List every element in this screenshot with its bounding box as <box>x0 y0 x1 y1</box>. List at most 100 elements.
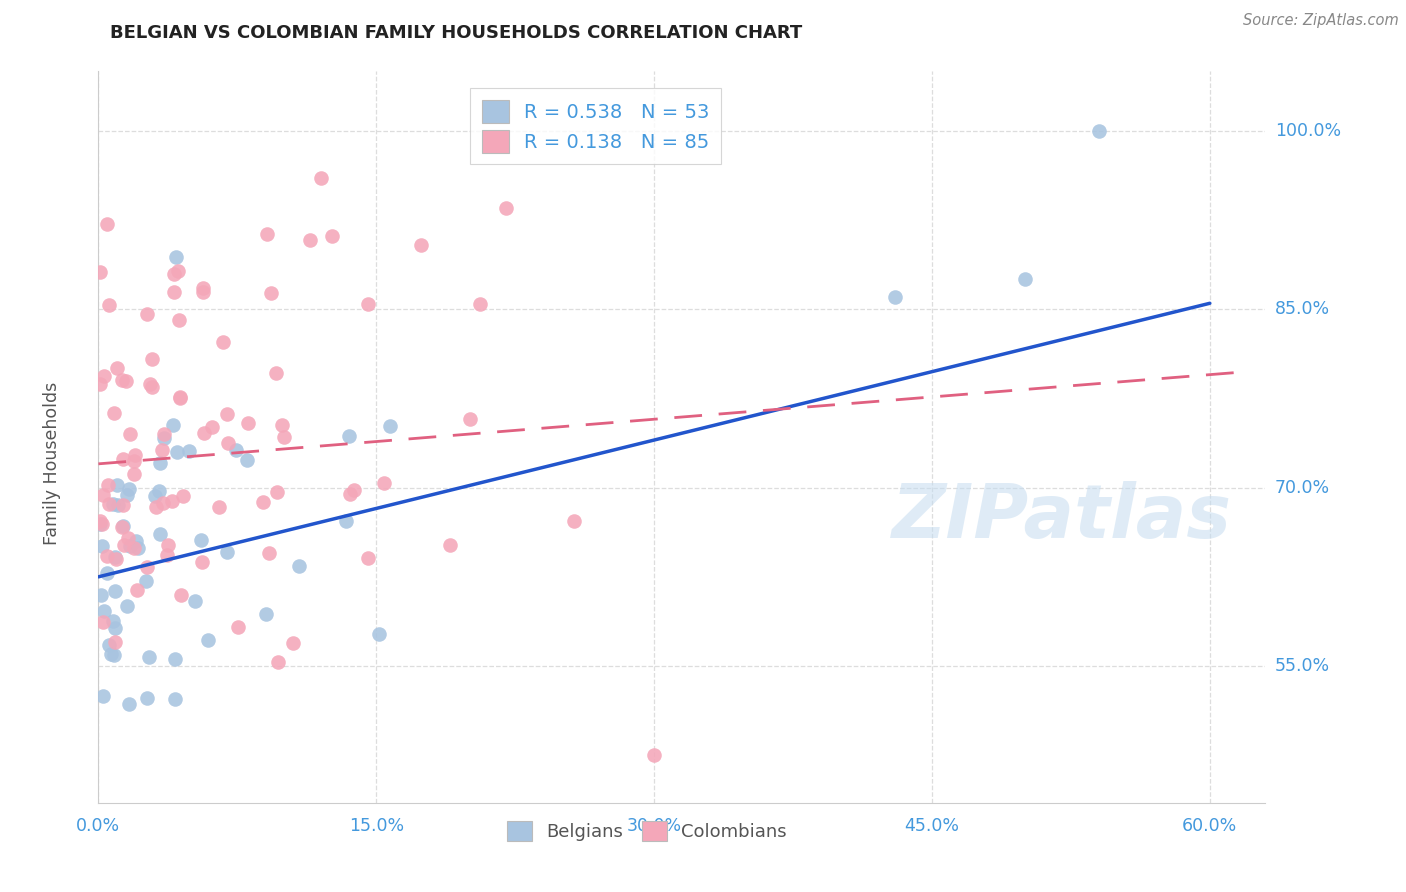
Point <box>156 538 179 552</box>
Text: 100.0%: 100.0% <box>1275 122 1341 140</box>
Point <box>125 534 148 549</box>
Text: 60.0%: 60.0% <box>1182 817 1237 835</box>
Point <box>135 559 157 574</box>
Point <box>124 449 146 463</box>
Point <box>643 748 665 763</box>
Point <box>337 429 360 443</box>
Point <box>96 549 118 563</box>
Point <box>135 691 157 706</box>
Point <box>190 555 212 569</box>
Text: 55.0%: 55.0% <box>1275 657 1330 675</box>
Point <box>135 307 157 321</box>
Point <box>169 390 191 404</box>
Point <box>1014 272 1036 286</box>
Point <box>167 264 190 278</box>
Point <box>93 369 115 384</box>
Point <box>91 539 114 553</box>
Point <box>215 407 238 421</box>
Point <box>163 267 186 281</box>
Legend: Belgians, Colombians: Belgians, Colombians <box>499 814 794 848</box>
Point <box>236 453 259 467</box>
Point <box>149 457 172 471</box>
Text: 15.0%: 15.0% <box>349 817 404 835</box>
Point <box>111 452 134 467</box>
Point <box>104 584 127 599</box>
Point <box>167 313 190 327</box>
Point <box>163 652 186 666</box>
Point <box>138 377 160 392</box>
Point <box>273 430 295 444</box>
Point <box>91 615 114 630</box>
Point <box>101 615 124 629</box>
Point <box>252 495 274 509</box>
Point <box>96 566 118 580</box>
Point <box>190 533 212 547</box>
Point <box>111 498 134 512</box>
Point <box>105 551 128 566</box>
Point <box>884 290 907 304</box>
Point <box>101 497 124 511</box>
Point <box>215 545 238 559</box>
Text: Family Households: Family Households <box>44 382 60 546</box>
Point <box>89 514 111 528</box>
Point <box>411 238 433 252</box>
Point <box>267 655 290 669</box>
Point <box>217 436 239 450</box>
Point <box>141 380 163 394</box>
Point <box>201 420 224 434</box>
Point <box>90 588 112 602</box>
Point <box>228 620 250 634</box>
Point <box>90 516 112 531</box>
Point <box>115 488 138 502</box>
Point <box>380 418 402 433</box>
Text: 45.0%: 45.0% <box>904 817 959 835</box>
Point <box>91 488 114 502</box>
Point <box>309 171 332 186</box>
Point <box>156 548 179 562</box>
Point <box>162 417 184 432</box>
Text: 85.0%: 85.0% <box>1275 301 1330 318</box>
Point <box>148 484 170 499</box>
Point <box>357 297 380 311</box>
Point <box>118 539 141 553</box>
Point <box>260 286 283 301</box>
Point <box>166 445 188 459</box>
Point <box>100 647 122 661</box>
Point <box>321 228 343 243</box>
Point <box>236 416 259 430</box>
Point <box>343 483 366 497</box>
Point <box>145 490 167 504</box>
Point <box>105 478 128 492</box>
Point <box>197 632 219 647</box>
Point <box>118 482 141 496</box>
Point <box>138 649 160 664</box>
Point <box>125 582 148 597</box>
Text: Source: ZipAtlas.com: Source: ZipAtlas.com <box>1243 13 1399 29</box>
Point <box>281 636 304 650</box>
Point <box>97 497 120 511</box>
Point <box>93 689 115 703</box>
Text: 0.0%: 0.0% <box>76 817 121 835</box>
Point <box>114 374 136 388</box>
Point <box>135 574 157 588</box>
Text: 70.0%: 70.0% <box>1275 479 1330 497</box>
Point <box>172 489 194 503</box>
Point <box>103 648 125 662</box>
Point <box>225 442 247 457</box>
Point <box>122 454 145 468</box>
Point <box>89 517 111 532</box>
Point <box>287 558 309 573</box>
Point <box>339 487 361 501</box>
Point <box>266 484 288 499</box>
Point <box>97 298 120 312</box>
Point <box>266 366 288 380</box>
Point <box>271 417 294 432</box>
Point <box>470 297 492 311</box>
Point <box>152 495 174 509</box>
Point <box>163 692 186 706</box>
Point <box>117 531 139 545</box>
Text: 30.0%: 30.0% <box>627 817 682 835</box>
Point <box>495 201 517 215</box>
Point <box>165 250 187 264</box>
Point <box>212 334 235 349</box>
